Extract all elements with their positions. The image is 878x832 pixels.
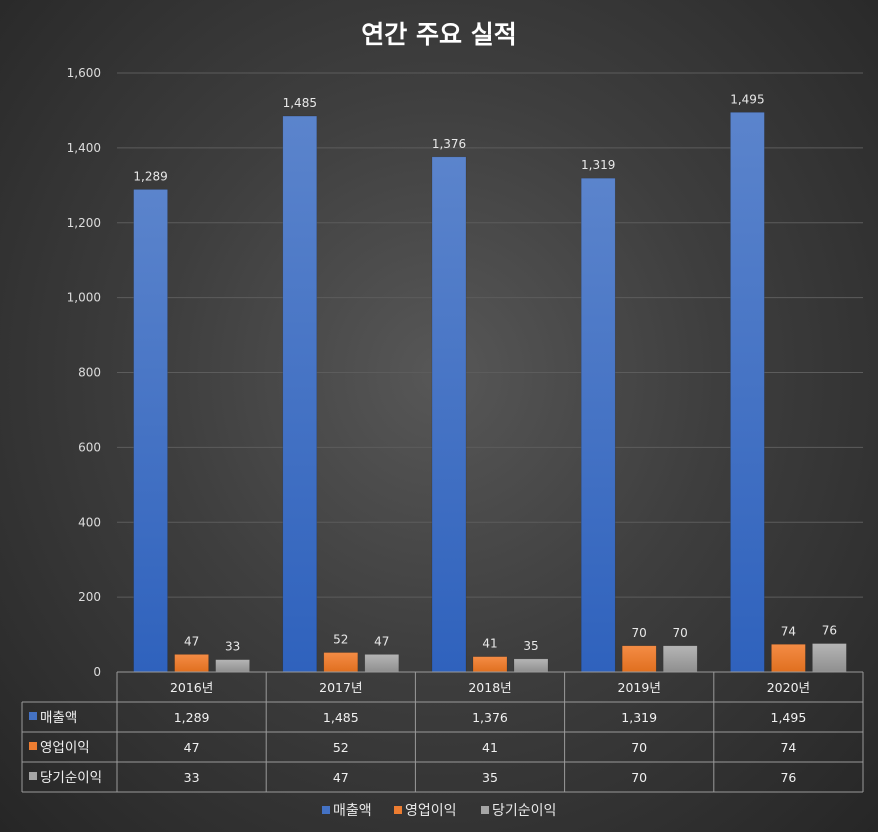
- y-tick-label: 0: [93, 665, 101, 679]
- y-tick-label: 600: [78, 440, 101, 454]
- bar-3-3: [513, 658, 549, 673]
- bar-1-3: [431, 156, 467, 673]
- legend-key: [394, 806, 402, 814]
- y-tick-label: 1,200: [67, 216, 101, 230]
- data-label: 41: [482, 637, 497, 651]
- y-tick-label: 200: [78, 590, 101, 604]
- chart-title: 연간 주요 실적: [361, 20, 516, 49]
- bar-1-4: [580, 177, 616, 673]
- table-legend-key: [29, 772, 37, 780]
- y-tick-label: 800: [78, 366, 101, 380]
- data-label: 76: [822, 624, 837, 638]
- data-label: 70: [673, 626, 688, 640]
- table-row-header: 매출액: [40, 710, 77, 726]
- data-label: 47: [374, 634, 389, 648]
- gridlines: [117, 72, 863, 673]
- table-cell: 35: [482, 770, 498, 785]
- bars: [133, 112, 847, 673]
- data-label: 1,319: [581, 158, 615, 172]
- table-header-cell: 2020년: [767, 680, 810, 695]
- bar-2-3: [472, 656, 508, 673]
- legend-label: 영업이익: [405, 803, 457, 819]
- data-labels: 1,289 47 33 1,485 52 47 1,376 41 35 1,319 70 70 1,49…: [133, 92, 837, 653]
- table-cell: 33: [184, 770, 200, 785]
- bar-3-5: [812, 643, 847, 673]
- table-header-cell: 2019년: [618, 680, 661, 695]
- table-header-cell: 2018년: [468, 680, 511, 695]
- table-cell: 1,485: [323, 710, 359, 725]
- table-cell: 70: [631, 740, 647, 755]
- bar-2-1: [174, 654, 209, 673]
- bar-2-5: [771, 644, 806, 673]
- data-label: 52: [333, 633, 348, 647]
- table-cell: 1,495: [771, 710, 807, 725]
- bar-3-2: [364, 654, 400, 673]
- bar-1-2: [282, 115, 318, 673]
- table-cell: 76: [780, 770, 796, 785]
- table-legend-key: [29, 712, 37, 720]
- table-cell: 47: [184, 740, 200, 755]
- table-cell: 1,376: [472, 710, 508, 725]
- y-axis: 0 200 400 600 800 1,000 1,200 1,400 1,600: [67, 66, 101, 679]
- y-tick-label: 1,000: [67, 291, 101, 305]
- table-cell: 70: [631, 770, 647, 785]
- table-header-cell: 2017년: [319, 680, 362, 695]
- data-label: 33: [225, 640, 240, 654]
- data-label: 47: [184, 634, 199, 648]
- table-cell: 74: [780, 740, 796, 755]
- table-cell: 41: [482, 740, 498, 755]
- legend: 매출액 영업이익 당기순이익: [322, 803, 556, 819]
- data-label: 74: [781, 624, 796, 638]
- bar-2-4: [621, 645, 657, 673]
- table-cell: 47: [333, 770, 349, 785]
- bar-3-1: [215, 659, 250, 673]
- table-legend-key: [29, 742, 37, 750]
- table-cell: 52: [333, 740, 349, 755]
- data-label: 70: [632, 626, 647, 640]
- data-label: 1,376: [432, 137, 466, 151]
- table-row-header: 영업이익: [40, 740, 90, 756]
- y-tick-label: 400: [78, 515, 101, 529]
- bar-2-2: [323, 652, 359, 673]
- data-label: 1,289: [133, 169, 167, 183]
- bar-1-5: [730, 112, 765, 673]
- table-row-header: 당기순이익: [40, 770, 102, 786]
- data-label: 1,485: [283, 96, 317, 110]
- table-cell: 1,319: [621, 710, 657, 725]
- legend-key: [322, 806, 330, 814]
- legend-label: 매출액: [333, 803, 372, 819]
- bar-1-1: [133, 189, 168, 673]
- y-tick-label: 1,600: [67, 66, 101, 80]
- bar-3-4: [662, 645, 698, 673]
- legend-key: [481, 806, 489, 814]
- data-label: 35: [523, 639, 538, 653]
- table-header-cell: 2016년: [170, 680, 213, 695]
- y-tick-label: 1,400: [67, 141, 101, 155]
- table-cell: 1,289: [174, 710, 210, 725]
- legend-label: 당기순이익: [492, 803, 556, 819]
- data-label: 1,495: [730, 92, 764, 106]
